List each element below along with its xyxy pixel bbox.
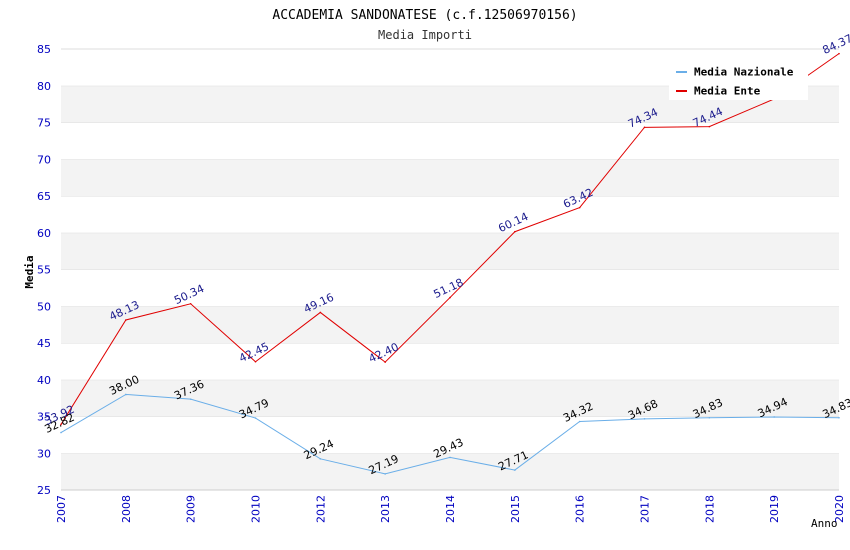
- data-point: [838, 52, 840, 55]
- y-tick-label: 55: [37, 264, 51, 277]
- grid-band: [61, 416, 839, 454]
- data-point: [60, 431, 62, 434]
- x-tick-label: 2008: [120, 495, 133, 523]
- data-point: [773, 416, 775, 418]
- legend-label: Media Ente: [694, 85, 761, 98]
- data-point: [643, 126, 646, 129]
- data-point: [254, 417, 257, 419]
- grid-band: [61, 159, 839, 196]
- grid-band: [61, 232, 839, 270]
- data-point: [319, 458, 322, 460]
- data-point: [254, 360, 257, 363]
- y-axis: 25 30 35 40 45 50 55 60 65 70 75 80 85: [37, 43, 51, 497]
- x-tick-label: 2010: [250, 495, 263, 523]
- data-point: [189, 302, 192, 305]
- grid-band: [61, 196, 839, 233]
- data-point: [384, 361, 386, 363]
- x-tick-label: 2014: [444, 495, 457, 523]
- y-tick-label: 85: [37, 43, 51, 56]
- y-tick-label: 25: [37, 484, 51, 497]
- data-point: [384, 473, 386, 475]
- data-point: [449, 456, 451, 459]
- x-tick-label: 2013: [379, 495, 392, 523]
- y-tick-label: 60: [37, 227, 51, 240]
- y-tick-label: 70: [37, 153, 51, 166]
- legend-box: [669, 60, 808, 100]
- y-axis-title: Media: [23, 255, 36, 288]
- legend-label: Media Nazionale: [694, 66, 794, 79]
- data-point: [125, 393, 127, 396]
- x-tick-label: 2017: [639, 495, 652, 523]
- x-axis: 2007 2008 2009 2010 2012 2013 2014 2015 2016 2017…: [55, 495, 846, 523]
- data-point: [708, 125, 711, 128]
- data-point: [708, 416, 711, 419]
- data-point: [189, 398, 192, 400]
- x-tick-label: 2018: [703, 495, 716, 523]
- grid-band: [61, 122, 839, 160]
- x-tick-label: 2016: [574, 495, 587, 523]
- grid-band: [61, 379, 839, 417]
- x-tick-label: 2007: [55, 495, 68, 523]
- y-tick-label: 35: [37, 411, 51, 424]
- grid-band: [61, 453, 839, 490]
- chart-subtitle: Media Importi: [378, 28, 472, 42]
- x-tick-label: 2019: [768, 495, 781, 523]
- data-point: [60, 423, 62, 426]
- y-tick-label: 65: [37, 190, 51, 203]
- x-tick-label: 2012: [314, 495, 327, 523]
- grid-band: [61, 343, 839, 380]
- data-point: [578, 420, 581, 423]
- legend: Media Nazionale Media Ente: [669, 60, 808, 100]
- data-point: [449, 296, 451, 299]
- grid-band: [61, 306, 839, 343]
- chart-title: ACCADEMIA SANDONATESE (c.f.12506970156): [272, 8, 577, 23]
- y-tick-label: 75: [37, 117, 51, 130]
- data-point: [838, 416, 840, 419]
- y-tick-label: 40: [37, 374, 51, 387]
- x-tick-label: 2015: [509, 495, 522, 523]
- data-point: [125, 319, 127, 321]
- data-point: [643, 418, 646, 420]
- x-tick-label: 2009: [185, 495, 198, 523]
- y-tick-label: 50: [37, 300, 51, 313]
- data-point: [514, 469, 516, 471]
- y-tick-label: 45: [37, 337, 51, 350]
- y-tick-label: 30: [37, 447, 51, 460]
- series-lines: [60, 52, 840, 475]
- x-axis-title: Anno: [811, 517, 838, 530]
- x-tick-label: 2020: [833, 495, 846, 523]
- data-point: [514, 230, 516, 233]
- y-tick-label: 80: [37, 80, 51, 93]
- data-point: [319, 311, 322, 314]
- grid-band: [61, 269, 839, 307]
- data-point: [578, 206, 581, 209]
